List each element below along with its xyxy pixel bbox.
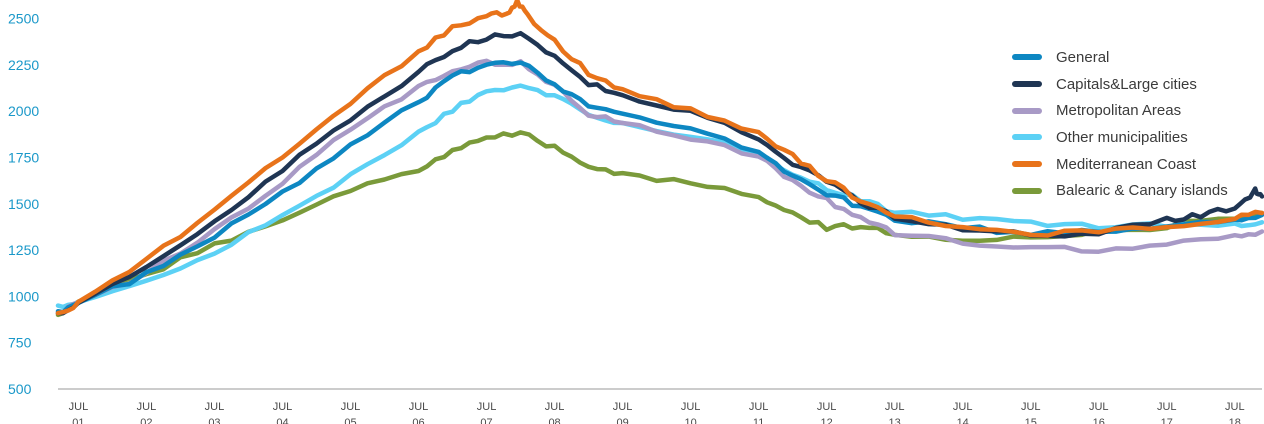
x-tick-label: 07: [480, 417, 492, 424]
legend-label: Metropolitan Areas: [1056, 102, 1182, 120]
y-tick-label: 750: [8, 335, 32, 351]
x-tick-label: JUL: [749, 401, 769, 413]
x-tick-label: JUL: [885, 401, 905, 413]
y-tick-label: 1250: [8, 242, 39, 258]
legend-swatch: [1012, 81, 1042, 88]
x-tick-label: 03: [208, 417, 220, 424]
legend-item-general: General: [1012, 44, 1228, 71]
x-tick-label: 09: [616, 417, 628, 424]
x-tick-label: JUL: [953, 401, 973, 413]
x-tick-label: JUL: [69, 401, 89, 413]
x-tick-label: JUL: [613, 401, 633, 413]
x-tick-label: JUL: [1157, 401, 1177, 413]
legend-swatch: [1012, 134, 1042, 141]
legend-swatch: [1012, 54, 1042, 61]
legend-swatch: [1012, 161, 1042, 168]
x-tick-label: 05: [344, 417, 356, 424]
series-line: [55, 0, 1264, 316]
x-tick-label: 08: [548, 417, 560, 424]
legend-label: General: [1056, 48, 1110, 66]
x-tick-label: JUL: [681, 401, 701, 413]
x-tick-label: JUL: [137, 401, 157, 413]
y-tick-label: 1750: [8, 149, 39, 165]
x-tick-label: JUL: [545, 401, 565, 413]
legend-label: Other municipalities: [1056, 128, 1188, 146]
x-tick-label: JUL: [1225, 401, 1245, 413]
legend-swatch: [1012, 107, 1042, 114]
legend-label: Capitals&Large cities: [1056, 75, 1197, 93]
x-tick-label: 14: [957, 417, 969, 424]
x-tick-label: 15: [1025, 417, 1037, 424]
legend-label: Mediterranean Coast: [1056, 155, 1197, 173]
x-tick-label: 13: [889, 417, 901, 424]
y-tick-label: 2500: [8, 11, 39, 27]
x-tick-label: JUL: [1089, 401, 1109, 413]
x-tick-label: 12: [821, 417, 833, 424]
legend-item-capitals: Capitals&Large cities: [1012, 71, 1228, 98]
x-tick-label: 11: [753, 417, 764, 424]
x-tick-label: 18: [1229, 417, 1241, 424]
y-tick-label: 500: [8, 381, 32, 397]
y-tick-label: 1500: [8, 196, 39, 212]
legend-item-mediterranean: Mediterranean Coast: [1012, 151, 1228, 178]
x-tick-label: 17: [1161, 417, 1173, 424]
y-tick-label: 2250: [8, 57, 39, 73]
y-tick-label: 1000: [8, 288, 39, 304]
x-tick-label: 10: [684, 417, 696, 424]
x-tick-label: JUL: [341, 401, 361, 413]
legend-label: Balearic & Canary islands: [1056, 182, 1228, 200]
x-tick-label: JUL: [477, 401, 497, 413]
x-tick-label: JUL: [205, 401, 225, 413]
x-tick-label: 16: [1093, 417, 1105, 424]
legend: General Capitals&Large cities Metropolit…: [1012, 44, 1228, 204]
legend-swatch: [1012, 187, 1042, 194]
x-tick-label: JUL: [1021, 401, 1041, 413]
x-tick-label: 01: [72, 417, 84, 424]
legend-item-metropolitan: Metropolitan Areas: [1012, 97, 1228, 124]
x-tick-label: JUL: [273, 401, 293, 413]
x-tick-label: 04: [276, 417, 288, 424]
x-tick-label: 06: [412, 417, 424, 424]
y-tick-label: 2000: [8, 103, 39, 119]
legend-item-other-municipalities: Other municipalities: [1012, 124, 1228, 151]
x-tick-label: JUL: [409, 401, 429, 413]
series-line: [55, 58, 1264, 316]
x-tick-label: 02: [140, 417, 152, 424]
x-tick-label: JUL: [817, 401, 837, 413]
legend-item-balearic-canary: Balearic & Canary islands: [1012, 177, 1228, 204]
